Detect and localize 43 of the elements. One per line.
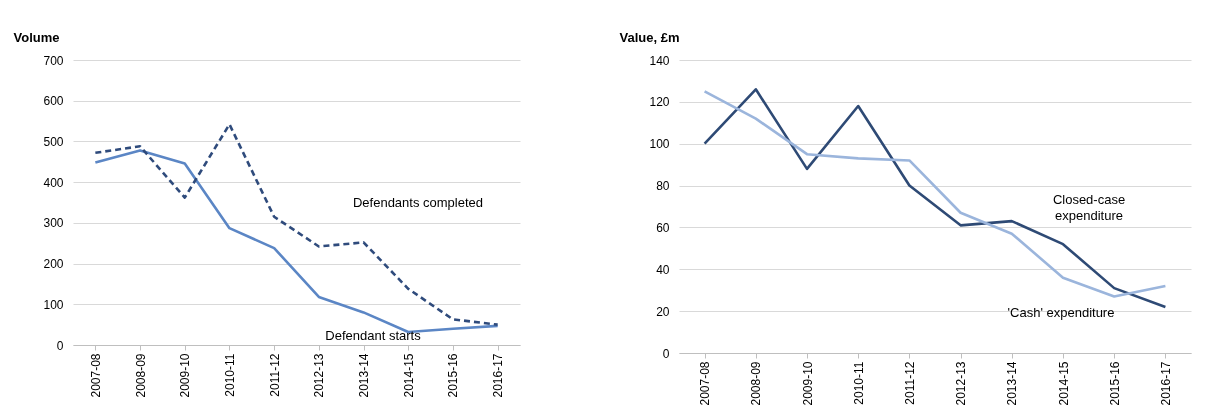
x-tick-label: 2015-16 bbox=[1107, 361, 1122, 406]
y-tick-label: 100 bbox=[649, 137, 670, 152]
y-tick-label: 40 bbox=[656, 262, 670, 277]
x-tick-label: 2008-09 bbox=[133, 353, 148, 398]
series-label: Defendant starts bbox=[325, 328, 422, 343]
y-tick-label: 20 bbox=[656, 304, 670, 319]
x-tick-label: 2016-17 bbox=[1158, 361, 1173, 406]
x-tick-label: 2008-09 bbox=[749, 361, 764, 406]
x-tick-label: 2010-11 bbox=[851, 361, 866, 405]
x-tick-label: 2007-08 bbox=[88, 353, 103, 398]
y-tick-label: 200 bbox=[43, 257, 64, 272]
x-tick-label: 2014-15 bbox=[401, 353, 416, 398]
line-series bbox=[94, 123, 499, 326]
y-tick-label: 500 bbox=[43, 134, 64, 149]
x-tick-label: 2016-17 bbox=[491, 353, 506, 398]
y-tick-label: 60 bbox=[656, 220, 670, 235]
y-tick-label: 0 bbox=[56, 338, 64, 353]
series-label: Closed-case expenditure bbox=[1052, 192, 1126, 223]
x-tick-label: 2009-10 bbox=[800, 361, 815, 406]
x-tick-label: 2012-13 bbox=[954, 361, 969, 406]
x-tick-label: 2011-12 bbox=[902, 361, 917, 405]
text: Defendants completed bbox=[352, 195, 484, 210]
y-tick-label: 600 bbox=[43, 94, 64, 109]
y-tick-label: 300 bbox=[43, 216, 64, 231]
y-tick-label: 0 bbox=[662, 346, 670, 361]
y-tick-label: 80 bbox=[656, 179, 670, 194]
y-tick-label: 100 bbox=[43, 297, 64, 312]
y-tick-label: 140 bbox=[649, 53, 670, 68]
y-tick-label: 700 bbox=[43, 53, 64, 68]
x-tick-label: 2014-15 bbox=[1056, 361, 1071, 406]
y-tick-label: 400 bbox=[43, 175, 64, 190]
x-tick-label: 2010-11 bbox=[222, 353, 237, 397]
x-tick-label: 2007-08 bbox=[698, 361, 713, 406]
x-tick-label: 2009-10 bbox=[178, 353, 193, 398]
x-tick-label: 2011-12 bbox=[267, 353, 282, 397]
x-tick-label: 2013-14 bbox=[357, 353, 372, 398]
y-tick-label: 120 bbox=[649, 95, 670, 110]
x-tick-label: 2015-16 bbox=[446, 353, 461, 398]
x-tick-label: 2013-14 bbox=[1005, 361, 1020, 406]
y-axis-title: Value, £m bbox=[619, 29, 680, 45]
x-tick-label: 2012-13 bbox=[312, 353, 327, 398]
y-axis-title: Volume bbox=[13, 29, 60, 45]
series-label: 'Cash' expenditure bbox=[1007, 305, 1115, 320]
